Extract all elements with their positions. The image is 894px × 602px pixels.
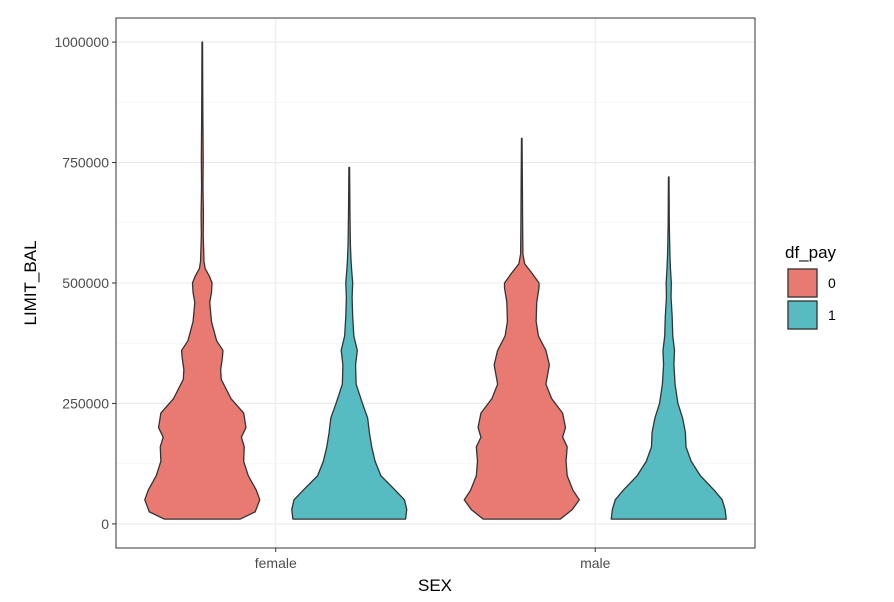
legend-swatch-0 bbox=[787, 268, 818, 298]
violin-male-0 bbox=[463, 137, 580, 520]
violin-female-0 bbox=[144, 41, 261, 520]
legend-label-0: 0 bbox=[828, 275, 836, 291]
legend-label-1: 1 bbox=[828, 307, 836, 323]
x-tick-label: female bbox=[255, 555, 297, 571]
x-tick-label: male bbox=[580, 555, 611, 571]
violin-female-1 bbox=[291, 166, 408, 520]
x-axis-title: SEX bbox=[418, 576, 452, 595]
legend-swatch-1 bbox=[787, 300, 818, 330]
violins bbox=[144, 41, 727, 520]
y-tick-label: 500000 bbox=[62, 275, 109, 291]
y-axis-title: LIMIT_BAL bbox=[21, 240, 40, 325]
y-tick-label: 250000 bbox=[62, 395, 109, 411]
legend: df_pay 0 1 bbox=[785, 243, 837, 330]
x-axis-ticks: female male bbox=[255, 548, 611, 571]
y-axis-ticks: 0 250000 500000 750000 1000000 bbox=[54, 34, 116, 532]
violin-male-1 bbox=[610, 176, 727, 520]
y-tick-label: 1000000 bbox=[54, 34, 109, 50]
legend-title: df_pay bbox=[785, 243, 837, 262]
y-tick-label: 750000 bbox=[62, 155, 109, 171]
y-tick-label: 0 bbox=[101, 516, 109, 532]
